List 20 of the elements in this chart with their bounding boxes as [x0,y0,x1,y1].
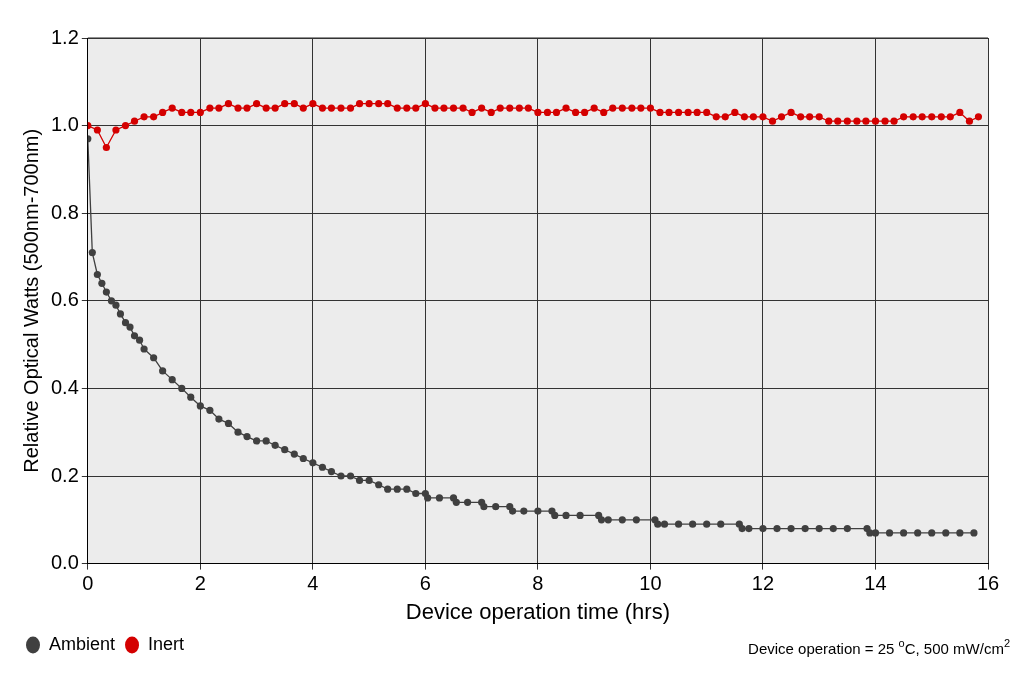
y-tick-label: 0.4 [50,375,79,398]
y-tick-label: 0.0 [50,551,79,574]
x-tick-label: 14 [864,572,887,595]
y-tick-label: 0.8 [50,200,79,223]
x-tick-label: 6 [419,572,431,595]
legend-label: Ambient [49,633,116,654]
legend-label: Inert [148,633,185,654]
y-tick-label: 0.2 [50,463,79,486]
y-axis-title: Relative Optical Watts (500nm-700nm) [19,128,42,473]
y-tick-label: 1.2 [50,25,79,48]
x-tick-label: 0 [82,572,94,595]
y-tick-label: 0.6 [50,288,79,311]
x-tick-label: 12 [751,572,775,595]
y-tick-label: 1.0 [50,113,79,136]
x-tick-label: 16 [976,572,1000,595]
x-tick-label: 4 [307,572,319,595]
x-tick-label: 2 [194,572,206,595]
x-axis-title: Device operation time (hrs) [405,598,670,624]
x-tick-label: 10 [639,572,662,595]
x-tick-label: 8 [532,572,544,595]
